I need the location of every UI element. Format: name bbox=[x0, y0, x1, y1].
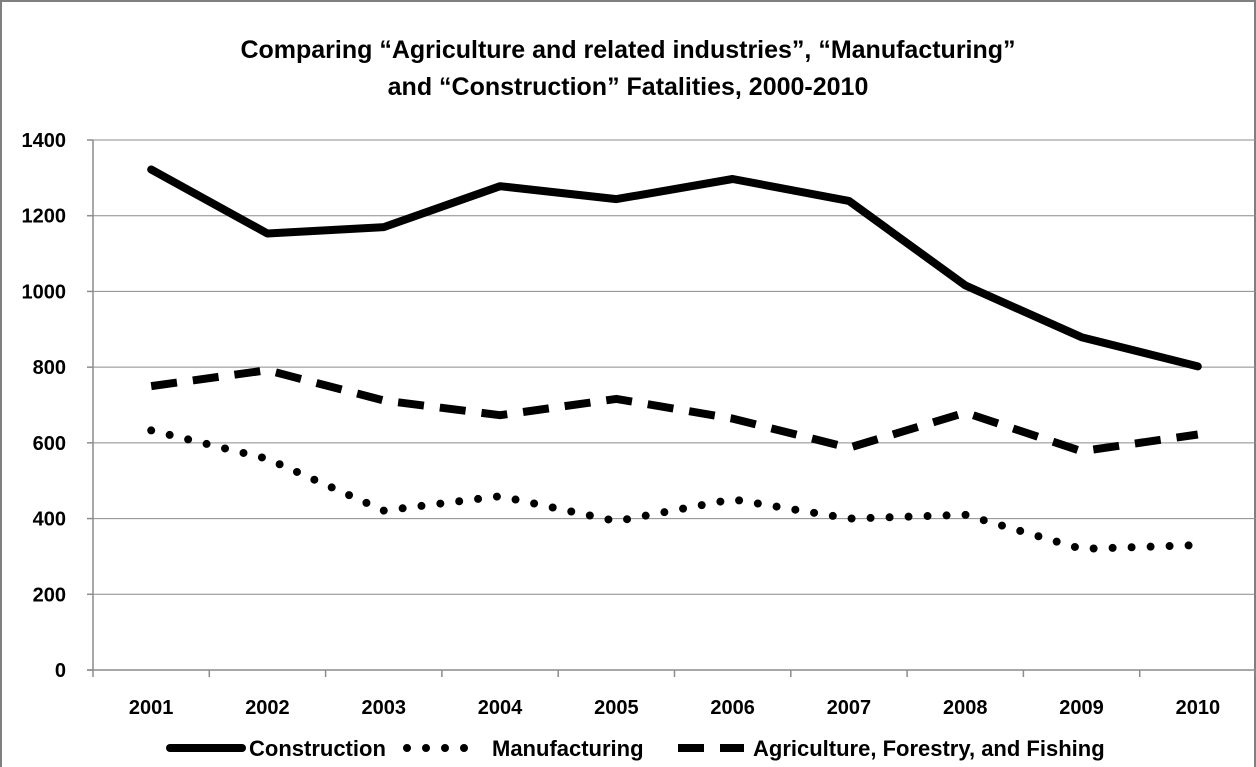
series-line-manufacturing bbox=[147, 426, 1202, 553]
legend-label-2: Agriculture, Forestry, and Fishing bbox=[753, 736, 1105, 761]
tick-labels: 0 200 400 600 800 1000 1200 1400 2001 2002 2003 200… bbox=[22, 130, 1221, 719]
series-line-agriculture-forestry-and-fishing bbox=[150, 366, 1199, 456]
legend-label-0: Construction bbox=[249, 736, 386, 761]
y-tick-label-1000: 1000 bbox=[22, 281, 67, 303]
y-tick-label-800: 800 bbox=[33, 357, 66, 379]
x-tick-label-2008: 2008 bbox=[943, 697, 988, 719]
x-tick-label-2007: 2007 bbox=[827, 697, 872, 719]
chart-title-line-1: Comparing “Agriculture and related indus… bbox=[240, 36, 1015, 64]
data-point-2-2008 bbox=[964, 412, 966, 414]
data-point-1-2002 bbox=[266, 458, 268, 460]
data-point-2-2003 bbox=[383, 399, 385, 401]
x-tick-label-2009: 2009 bbox=[1059, 697, 1104, 719]
gridlines bbox=[93, 139, 1256, 595]
data-point-1-2005 bbox=[615, 520, 617, 522]
y-tick-label-0: 0 bbox=[55, 660, 66, 682]
legend-label-1: Manufacturing bbox=[492, 736, 644, 761]
data-point-2-2007 bbox=[848, 447, 850, 449]
x-tick-label-2010: 2010 bbox=[1176, 697, 1221, 719]
y-tick-label-1400: 1400 bbox=[22, 130, 67, 152]
data-point-2-2002 bbox=[266, 369, 268, 371]
series-line-construction bbox=[147, 165, 1202, 371]
y-tick-label-200: 200 bbox=[33, 584, 66, 606]
data-point-1-2006 bbox=[732, 498, 734, 500]
data-point-1-2010 bbox=[1197, 544, 1199, 546]
x-tick-label-2002: 2002 bbox=[245, 697, 290, 719]
x-tick-label-2005: 2005 bbox=[594, 697, 639, 719]
axes bbox=[87, 139, 1256, 677]
y-tick-label-600: 600 bbox=[33, 433, 66, 455]
legend: Construction Manufacturing Agriculture, Fo… bbox=[166, 736, 1105, 761]
x-tick-label-2003: 2003 bbox=[362, 697, 407, 719]
chart-title-line-2: and “Construction” Fatalities, 2000-2010 bbox=[388, 73, 869, 101]
x-tick-label-2004: 2004 bbox=[478, 697, 523, 719]
series-lines bbox=[147, 165, 1202, 553]
x-tick-label-2006: 2006 bbox=[710, 697, 755, 719]
data-point-2-2009 bbox=[1081, 450, 1083, 452]
y-tick-label-400: 400 bbox=[33, 509, 66, 531]
x-tick-label-2001: 2001 bbox=[129, 697, 174, 719]
data-point-1-2009 bbox=[1081, 548, 1083, 550]
y-tick-label-1200: 1200 bbox=[22, 206, 67, 228]
